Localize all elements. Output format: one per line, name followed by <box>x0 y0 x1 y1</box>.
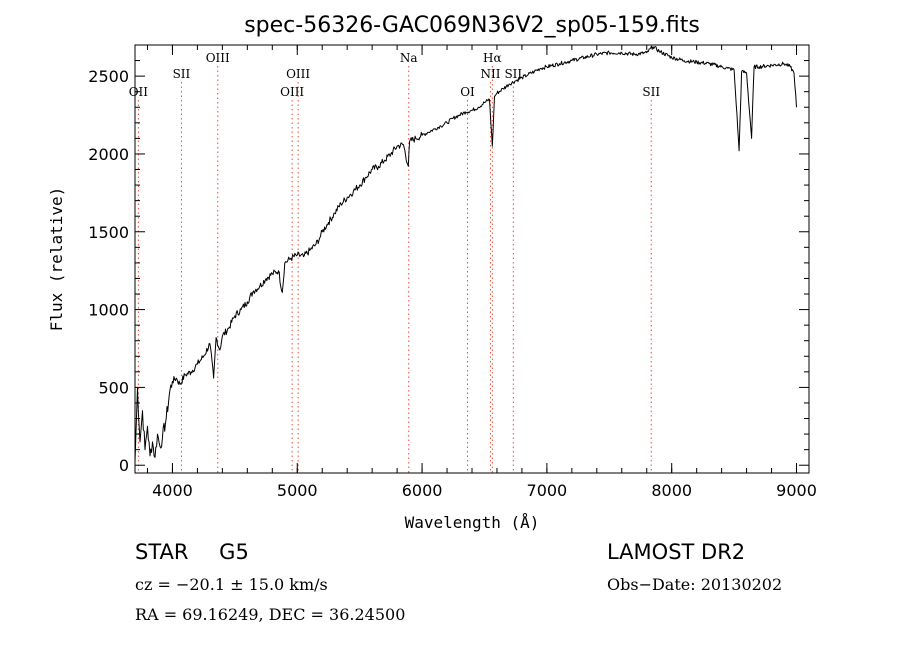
axis-ticks: 4000 5000 6000 7000 8000 9000 0 500 1000 1500 2000… <box>88 45 817 500</box>
y-tick-label: 1000 <box>88 301 129 320</box>
plot-frame <box>134 44 810 474</box>
object-type: STAR <box>135 540 189 564</box>
series-group <box>134 45 797 463</box>
object-subclass: G5 <box>219 540 249 564</box>
obs-date-label: Obs−Date: 20130202 <box>607 575 783 594</box>
chart-title: spec-56326-GAC069N36V2_sp05-159.fits <box>244 13 700 38</box>
line-marker-label: SII <box>642 85 660 99</box>
line-marker-label: Hα <box>483 51 502 65</box>
y-axis-label: Flux (relative) <box>47 187 66 332</box>
line-marker-label: OIII <box>286 67 310 81</box>
line-marker-label: SII <box>173 67 191 81</box>
x-tick-label: 6000 <box>402 481 443 500</box>
x-tick-label: 8000 <box>651 481 692 500</box>
x-tick-label: 5000 <box>277 481 318 500</box>
line-marker-label: NII <box>480 67 500 81</box>
line-marker-label: OIII <box>206 51 230 65</box>
y-tick-label: 1500 <box>88 223 129 242</box>
y-tick-label: 2000 <box>88 145 129 164</box>
x-tick-label: 7000 <box>527 481 568 500</box>
line-marker-label: Na <box>400 51 418 65</box>
x-axis-label: Wavelength (Å) <box>405 513 540 532</box>
redshift-label: cz = −20.1 ± 15.0 km/s <box>135 575 328 594</box>
survey-label: LAMOST DR2 <box>607 540 746 564</box>
x-tick-label: 4000 <box>152 481 193 500</box>
y-tick-label: 0 <box>119 456 129 475</box>
y-tick-label: 500 <box>98 378 129 397</box>
y-tick-label: 2500 <box>88 67 129 86</box>
line-marker-label: OI <box>460 85 475 99</box>
line-marker-label: SII <box>504 67 522 81</box>
object-class: STAR G5 <box>135 540 249 564</box>
line-marker-label: OIII <box>280 85 304 99</box>
spectrum-line <box>134 45 797 463</box>
coordinates-label: RA = 69.16249, DEC = 36.24500 <box>135 605 406 624</box>
x-tick-label: 9000 <box>776 481 817 500</box>
